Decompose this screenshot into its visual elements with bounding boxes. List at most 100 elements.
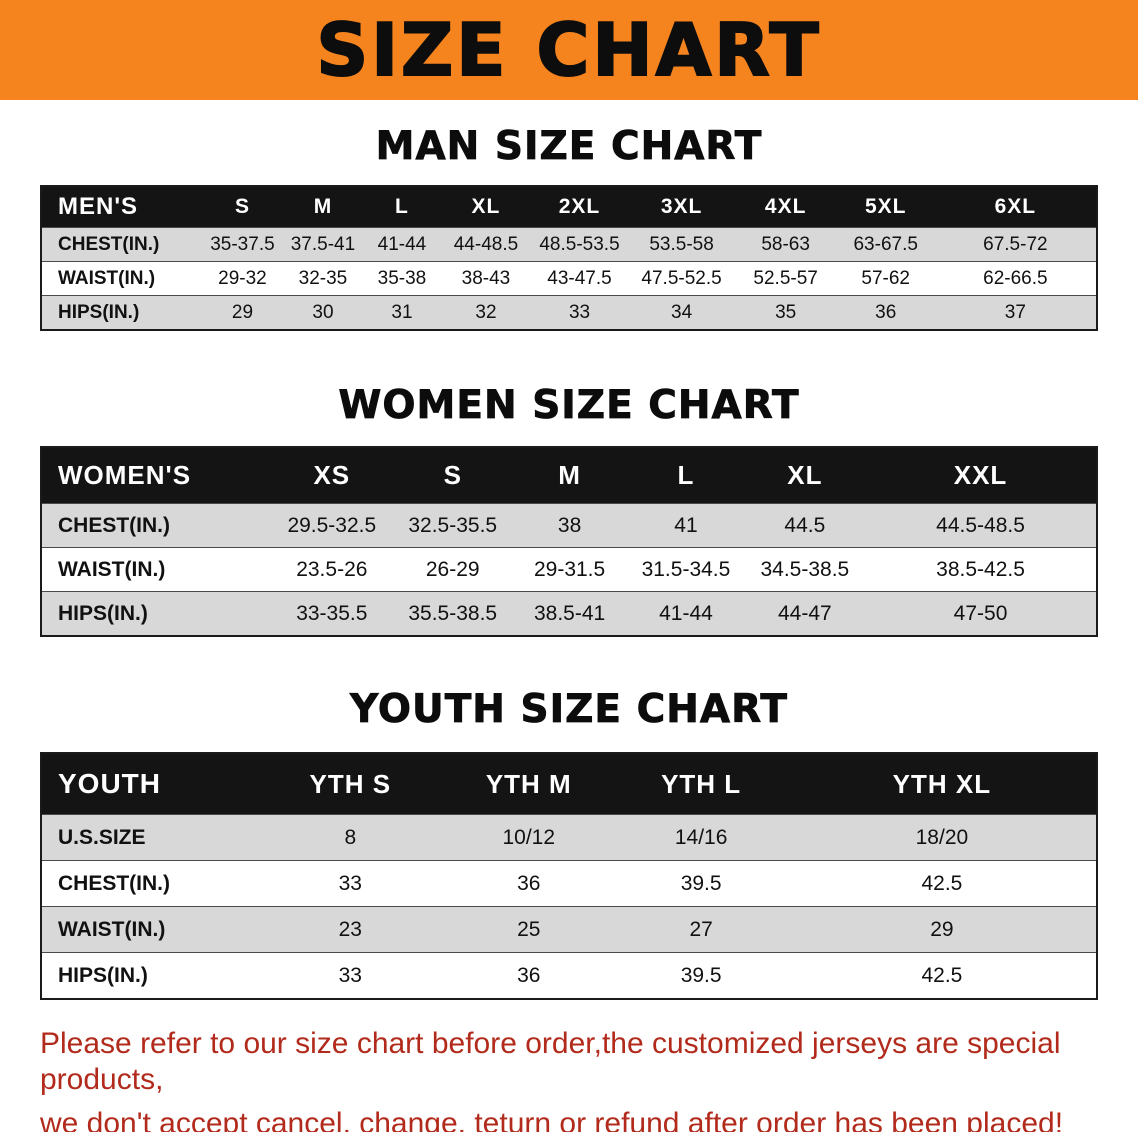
table-cell: 18/20 [787,814,1097,861]
table-row: CHEST(IN.) 33 36 39.5 42.5 [41,860,1097,907]
table-cell: 32 [441,295,531,330]
table-cell: 41-44 [362,227,442,262]
men-section-heading: MAN SIZE CHART [375,124,763,170]
table-cell: 29.5-32.5 [270,503,394,548]
table-cell: 48.5-53.5 [530,227,629,262]
table-cell: 32-35 [283,261,363,296]
table-cell: 37.5-41 [283,227,363,262]
table-cell: 29-32 [201,261,284,296]
table-cell: 47.5-52.5 [628,261,735,296]
table-cell: 37 [934,295,1097,330]
table-cell: 30 [283,295,363,330]
table-cell: 36 [836,295,935,330]
table-cell: 26-29 [393,547,512,592]
table-cell: 31.5-34.5 [627,547,745,592]
row-label: HIPS(IN.) [41,952,258,999]
table-cell: 43-47.5 [530,261,629,296]
table-row: HIPS(IN.) 33-35.5 35.5-38.5 38.5-41 41-44 44-… [41,591,1097,636]
table-cell: 44-47 [744,591,866,636]
table-cell: 44.5-48.5 [865,503,1097,548]
table-cell: 35-38 [362,261,442,296]
table-cell: 67.5-72 [934,227,1097,262]
table-row: WAIST(IN.) 23 25 27 29 [41,906,1097,953]
table-cell: 38.5-41 [511,591,628,636]
table-row: HIPS(IN.) 33 36 39.5 42.5 [41,952,1097,999]
table-header-row: YOUTH YTH S YTH M YTH L YTH XL [41,753,1097,815]
youth-size-table: YOUTH YTH S YTH M YTH L YTH XL U.S.SIZE 8 10/12… [40,752,1098,1000]
row-label: WAIST(IN.) [41,906,258,953]
table-cell: 35.5-38.5 [393,591,512,636]
column-header: 4XL [734,186,837,228]
table-cell: 32.5-35.5 [393,503,512,548]
size-chart-banner: SIZE CHART [0,0,1138,100]
row-label: WAIST(IN.) [41,261,202,296]
column-header: XL [441,186,531,228]
footer-line-2: we don't accept cancel, change, teturn o… [40,1107,1064,1132]
column-header: M [283,186,363,228]
table-cell: 39.5 [614,860,788,907]
column-header: S [201,186,284,228]
table-row: WAIST(IN.) 29-32 32-35 35-38 38-43 43-47.5 47.… [41,261,1097,296]
table-header-row: WOMEN'S XS S M L XL XXL [41,447,1097,504]
row-label: HIPS(IN.) [41,591,271,636]
table-row: U.S.SIZE 8 10/12 14/16 18/20 [41,814,1097,861]
table-cell: 41-44 [627,591,745,636]
table-cell: 42.5 [787,860,1097,907]
row-label: CHEST(IN.) [41,860,258,907]
table-cell: 38.5-42.5 [865,547,1097,592]
row-label: U.S.SIZE [41,814,258,861]
table-cell: 42.5 [787,952,1097,999]
column-header: 2XL [530,186,629,228]
table-cell: 62-66.5 [934,261,1097,296]
table-cell: 52.5-57 [734,261,837,296]
banner-title: SIZE CHART [315,8,822,92]
table-cell: 29 [787,906,1097,953]
column-header: L [362,186,442,228]
row-label: CHEST(IN.) [41,227,202,262]
table-cell: 29 [201,295,284,330]
table-cell: 53.5-58 [628,227,735,262]
table-cell: 44-48.5 [441,227,531,262]
column-header: XXL [865,447,1097,504]
women-section-heading: WOMEN SIZE CHART [338,383,800,429]
table-cell: 29-31.5 [511,547,628,592]
table-cell: 47-50 [865,591,1097,636]
column-header: YTH M [443,753,615,815]
column-header: S [393,447,512,504]
table-cell: 39.5 [614,952,788,999]
table-row: CHEST(IN.) 29.5-32.5 32.5-35.5 38 41 44.5 44.5… [41,503,1097,548]
column-header: 3XL [628,186,735,228]
table-corner-label: YOUTH [41,753,258,815]
table-row: WAIST(IN.) 23.5-26 26-29 29-31.5 31.5-34.5 34… [41,547,1097,592]
table-cell: 14/16 [614,814,788,861]
table-cell: 34 [628,295,735,330]
row-label: CHEST(IN.) [41,503,271,548]
row-label: HIPS(IN.) [41,295,202,330]
table-cell: 36 [443,952,615,999]
table-corner-label: MEN'S [41,186,202,228]
table-cell: 38-43 [441,261,531,296]
table-header-row: MEN'S S M L XL 2XL 3XL 4XL 5XL 6XL [41,186,1097,228]
table-cell: 33 [530,295,629,330]
table-cell: 33 [257,860,444,907]
column-header: L [627,447,745,504]
table-cell: 57-62 [836,261,935,296]
footer-note: Please refer to our size chart before or… [40,1026,1138,1132]
footer-line-1: Please refer to our size chart before or… [40,1027,1061,1096]
column-header: YTH XL [787,753,1097,815]
column-header: M [511,447,628,504]
table-cell: 8 [257,814,444,861]
table-cell: 35 [734,295,837,330]
column-header: XL [744,447,866,504]
column-header: 5XL [836,186,935,228]
table-cell: 63-67.5 [836,227,935,262]
table-cell: 44.5 [744,503,866,548]
table-cell: 38 [511,503,628,548]
column-header: XS [270,447,394,504]
table-cell: 31 [362,295,442,330]
column-header: YTH L [614,753,788,815]
table-cell: 36 [443,860,615,907]
table-cell: 35-37.5 [201,227,284,262]
men-size-table: MEN'S S M L XL 2XL 3XL 4XL 5XL 6XL CHEST(IN.) 35-37… [40,185,1098,331]
